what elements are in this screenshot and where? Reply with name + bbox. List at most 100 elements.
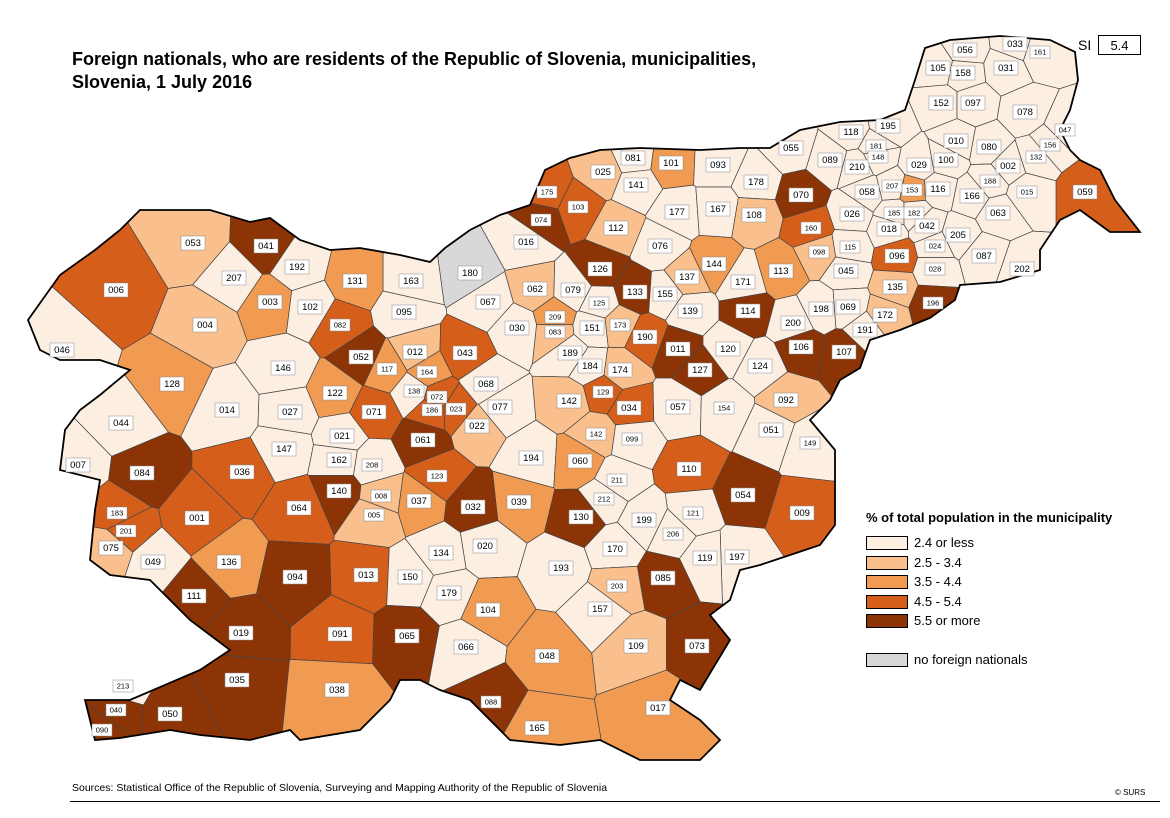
municipality-label-box: [592, 385, 614, 399]
legend-label: 2.5 - 3.4: [914, 554, 962, 570]
municipality-label-box: [348, 349, 374, 365]
municipality-label: 050: [162, 709, 178, 720]
municipality-label-box: [692, 550, 718, 566]
municipality-label: 175: [541, 187, 554, 196]
municipality-label-box: [487, 399, 513, 415]
municipality-label: 174: [612, 365, 628, 376]
municipality-label: 103: [572, 202, 585, 211]
municipality-label: 019: [233, 628, 249, 639]
legend-item-class-5: 5.5 or more: [866, 611, 1156, 631]
municipality-label: 029: [911, 160, 927, 171]
municipality-label: 006: [108, 285, 124, 296]
municipality-label: 004: [197, 320, 213, 331]
municipality-label-box: [590, 164, 616, 180]
municipality-label: 063: [990, 208, 1006, 219]
municipality-label-box: [587, 601, 613, 617]
municipality-label-box: [647, 238, 673, 254]
municipality-label-box: [606, 473, 628, 487]
municipality-label: 098: [813, 247, 826, 256]
municipality-label-box: [906, 157, 932, 173]
municipality-label-box: [544, 325, 566, 339]
municipality-label: 014: [219, 405, 235, 416]
municipality-label-box: [159, 376, 185, 392]
municipality-label-box: [473, 376, 499, 392]
municipality-label-box: [326, 452, 352, 468]
municipality-label-box: [607, 362, 633, 378]
municipality-label: 186: [426, 405, 439, 414]
municipality-label-box: [979, 174, 1001, 188]
municipality-label-box: [705, 157, 731, 173]
municipality-label: 027: [282, 407, 298, 418]
municipality-label: 126: [592, 264, 608, 275]
municipality-label-box: [609, 318, 631, 332]
municipality-label-box: [587, 261, 613, 277]
municipality-label-box: [475, 602, 501, 618]
municipality-label-box: [623, 177, 649, 193]
municipality-label-box: [464, 418, 490, 434]
municipality-label: 196: [927, 298, 940, 307]
legend-swatch: [866, 536, 908, 550]
municipality-label-box: [650, 570, 676, 586]
municipality-label: 170: [607, 544, 623, 555]
municipality-label: 128: [164, 379, 180, 390]
municipality-label-box: [925, 60, 951, 76]
municipality-label: 047: [1059, 125, 1072, 134]
municipality-label-box: [297, 299, 323, 315]
municipality-label: 059: [1077, 187, 1093, 198]
municipality-label: 032: [465, 502, 481, 513]
municipality-label: 038: [329, 685, 345, 696]
municipality-label-box: [65, 457, 91, 473]
municipality-label-box: [391, 304, 417, 320]
municipality-label-box: [768, 263, 794, 279]
municipality-label: 028: [929, 264, 942, 273]
municipality-label: 062: [527, 284, 543, 295]
municipality-label: 082: [334, 320, 347, 329]
municipality-label-box: [884, 248, 910, 264]
municipality-label: 069: [840, 302, 856, 313]
municipality-label-box: [677, 303, 703, 319]
municipality-label-box: [922, 296, 944, 310]
municipality-label: 092: [778, 395, 794, 406]
municipality-label: 154: [718, 403, 731, 412]
municipality-label-box: [933, 152, 959, 168]
municipality-label: 061: [415, 435, 431, 446]
municipality-label-box: [1002, 36, 1028, 52]
country-outline: [26, 35, 1142, 761]
municipality-label-box: [513, 234, 539, 250]
municipality-label-box: [361, 458, 383, 472]
municipality-label: 191: [857, 325, 873, 336]
municipality-label-box: [556, 393, 582, 409]
municipality-label-box: [329, 428, 355, 444]
municipality-label: 138: [408, 386, 421, 395]
municipality-label: 066: [458, 642, 474, 653]
municipality-label-box: [665, 399, 691, 415]
legend-item-class-2: 2.5 - 3.4: [866, 553, 1156, 573]
municipality-label: 207: [886, 181, 899, 190]
municipality-label-box: [221, 270, 247, 286]
municipality-label: 212: [598, 494, 611, 503]
municipality-label-box: [950, 65, 976, 81]
municipality-label-box: [112, 679, 134, 693]
municipality-label-box: [800, 221, 822, 235]
municipality-label: 144: [706, 259, 722, 270]
municipality-label-box: [606, 579, 628, 593]
municipality-label: 021: [334, 431, 350, 442]
municipality-label-box: [993, 60, 1019, 76]
municipality-label: 160: [805, 223, 818, 232]
municipality-label-box: [504, 320, 530, 336]
municipality-label-box: [129, 465, 155, 481]
municipality-label-box: [959, 188, 985, 204]
municipality-label-box: [773, 392, 799, 408]
municipality-label-box: [705, 201, 731, 217]
legend-swatch: [866, 614, 908, 628]
municipality-label: 075: [103, 543, 119, 554]
legend-swatch: [866, 555, 908, 570]
municipality-label: 044: [113, 418, 129, 429]
municipality-label: 088: [485, 697, 498, 706]
municipality-105: [867, 36, 953, 89]
municipality-label: 094: [287, 572, 303, 583]
national-value-box: 5.4: [1098, 35, 1141, 55]
municipality-label-box: [475, 294, 501, 310]
municipality-label-box: [789, 505, 815, 521]
municipality-label: 109: [628, 641, 644, 652]
